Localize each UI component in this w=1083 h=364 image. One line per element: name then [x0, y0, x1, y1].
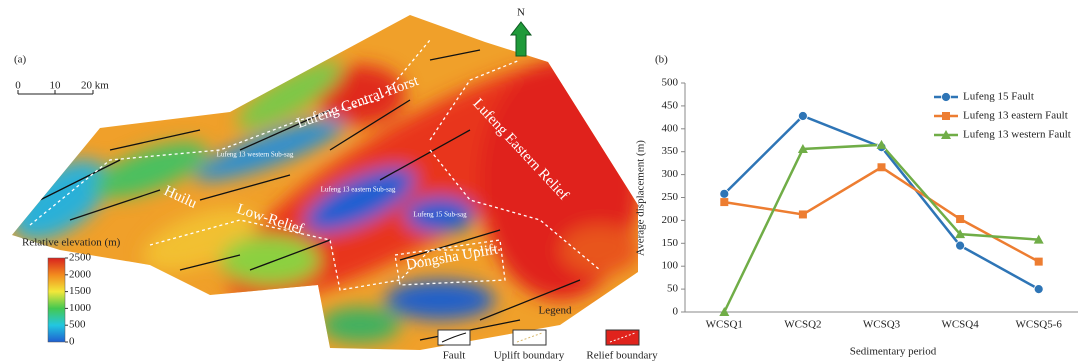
colorbar-tick-label: 0 — [69, 336, 75, 348]
y-tick-label: 450 — [662, 99, 679, 111]
figure: (a) Lufeng Central Horst — [0, 0, 1083, 364]
marker — [1035, 258, 1043, 266]
y-tick-label: 250 — [662, 191, 679, 203]
scale-label: 20 km — [81, 80, 109, 92]
y-axis-label: Average displacement (m) — [635, 140, 647, 256]
panel-label: (a) — [14, 54, 27, 66]
x-tick-label: WCSQ1 — [706, 319, 743, 331]
legend-title: Legend — [539, 305, 572, 317]
legend-label: Uplift boundary — [494, 350, 565, 362]
marker — [798, 111, 807, 120]
colorbar-title: Relative elevation (m) — [22, 237, 121, 249]
legend-label: Lufeng 15 Fault — [963, 91, 1034, 103]
y-tick-label: 50 — [667, 283, 679, 295]
marker — [956, 215, 964, 223]
north-arrow — [511, 22, 531, 56]
x-tick-label: WCSQ2 — [784, 319, 821, 331]
legend-label: Lufeng 13 eastern Fault — [963, 110, 1068, 122]
x-tick-label: WCSQ3 — [863, 319, 901, 331]
x-axis-label: Sedimentary period — [850, 346, 937, 358]
x-tick-label: WCSQ5-6 — [1015, 319, 1062, 331]
region-label: Lufeng 13 eastern Sub-sag — [321, 186, 396, 194]
legend-label: Relief boundary — [586, 350, 658, 362]
legend-label: Fault — [443, 350, 466, 362]
colorbar-tick-label: 2500 — [69, 252, 92, 264]
y-tick-label: 0 — [673, 306, 679, 318]
colorbar-tick-label: 1500 — [69, 285, 92, 297]
y-tick-label: 300 — [662, 168, 679, 180]
y-tick-label: 500 — [662, 77, 679, 89]
y-tick-label: 100 — [662, 260, 679, 272]
region-label: Lufeng 13 western Sub-sag — [217, 151, 294, 159]
y-tick-label: 150 — [662, 237, 679, 249]
marker — [956, 241, 965, 250]
marker — [799, 210, 807, 218]
colorbar-tick-label: 1000 — [69, 302, 92, 314]
region-label: Lufeng 15 Sub-sag — [413, 211, 467, 219]
legend-swatch — [438, 330, 470, 345]
marker — [878, 163, 886, 171]
marker — [942, 112, 950, 120]
marker — [942, 93, 951, 102]
panel-label: (b) — [655, 54, 668, 66]
marker — [720, 198, 728, 206]
north-label: N — [517, 7, 525, 19]
colorbar-tick-label: 500 — [69, 319, 86, 331]
y-tick-label: 200 — [662, 214, 679, 226]
scale-label: 0 — [15, 80, 21, 92]
colorbar-tick-label: 2000 — [69, 268, 92, 280]
x-tick-label: WCSQ4 — [941, 319, 979, 331]
scale-label: 10 — [50, 80, 62, 92]
legend-label: Lufeng 13 western Fault — [963, 129, 1071, 141]
marker — [1034, 285, 1043, 294]
y-tick-label: 400 — [662, 122, 679, 134]
colorbar — [48, 258, 65, 342]
marker — [720, 189, 729, 198]
y-tick-label: 350 — [662, 145, 679, 157]
